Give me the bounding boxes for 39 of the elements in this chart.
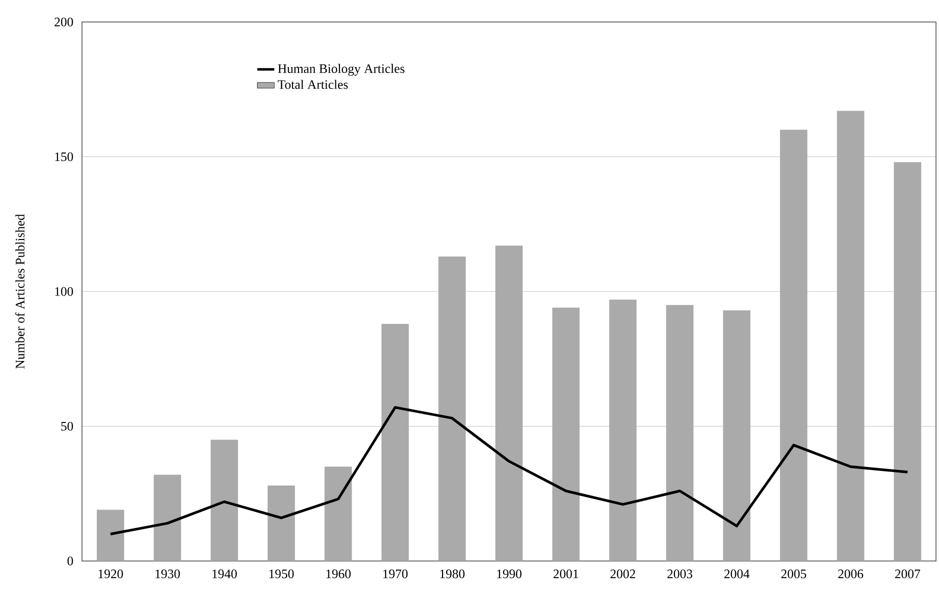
y-tick-label: 100 bbox=[55, 287, 73, 296]
bar bbox=[96, 510, 124, 561]
bar bbox=[324, 466, 352, 561]
x-tick-label: 2003 bbox=[667, 570, 692, 578]
bar bbox=[154, 474, 182, 561]
x-tick-label: 1930 bbox=[156, 570, 180, 578]
bar bbox=[780, 130, 808, 561]
bar bbox=[552, 308, 580, 561]
x-tick-label: 2001 bbox=[554, 570, 578, 578]
bar bbox=[723, 310, 750, 561]
x-tick-label: 2006 bbox=[838, 570, 864, 578]
x-tick-label: 2007 bbox=[895, 570, 920, 578]
x-tick-label: 1970 bbox=[383, 570, 408, 578]
x-tick-label: 1990 bbox=[497, 570, 522, 578]
bar bbox=[609, 300, 637, 561]
x-tick-label: 1920 bbox=[98, 570, 123, 578]
bar bbox=[268, 486, 295, 561]
x-tick-label: 2005 bbox=[781, 570, 806, 578]
legend-label: Human Biology Articles bbox=[278, 64, 404, 76]
bar bbox=[836, 110, 864, 561]
x-tick-label: 1940 bbox=[212, 570, 237, 578]
y-axis-title: Number of Articles Published bbox=[15, 214, 24, 369]
bar bbox=[666, 304, 694, 561]
y-tick-label: 200 bbox=[54, 18, 73, 26]
bar bbox=[381, 324, 409, 561]
x-tick-label: 2004 bbox=[724, 570, 750, 578]
legend-label: Total Articles bbox=[278, 80, 348, 89]
line-series bbox=[109, 406, 909, 536]
y-tick-label: 150 bbox=[55, 152, 73, 162]
bar bbox=[495, 246, 523, 561]
x-tick-label: 2002 bbox=[610, 570, 636, 578]
bar bbox=[210, 440, 238, 561]
bar bbox=[894, 162, 922, 561]
x-tick-label: 1980 bbox=[440, 570, 465, 578]
x-tick-label: 1960 bbox=[326, 570, 351, 578]
bar bbox=[438, 256, 466, 561]
y-tick-label: 50 bbox=[61, 422, 73, 431]
y-tick-label: 0 bbox=[68, 556, 73, 566]
x-tick-label: 1950 bbox=[269, 570, 294, 578]
